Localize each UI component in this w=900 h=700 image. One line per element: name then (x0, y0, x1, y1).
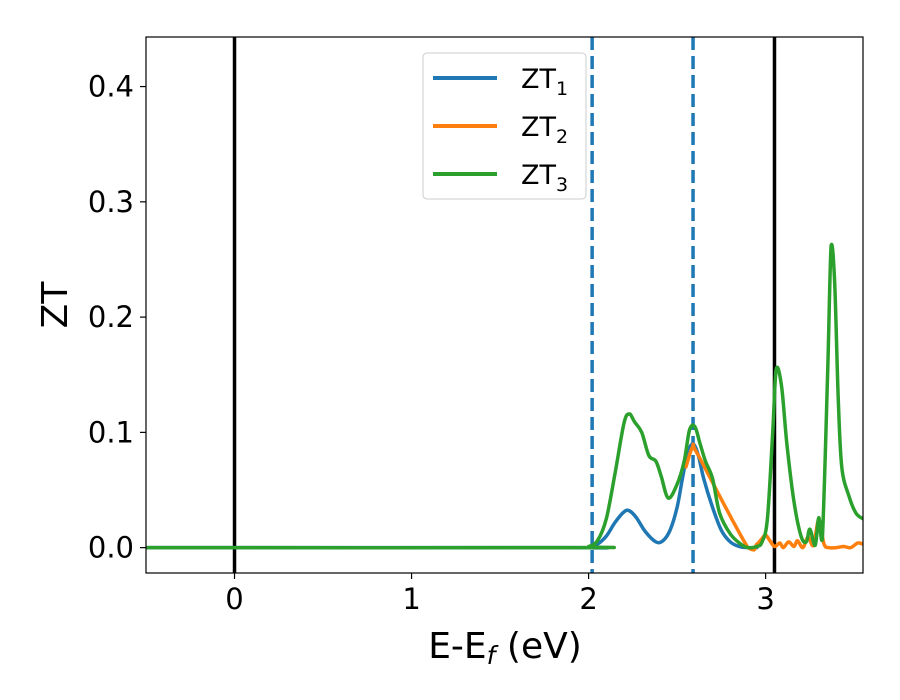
y-tick-label: 0.1 (88, 415, 134, 449)
x-tick-label: 2 (579, 582, 597, 616)
reference-lines (232, 37, 777, 573)
y-axis-label: ZT (35, 281, 76, 329)
legend-label-zt3: ZT3 (521, 160, 568, 196)
x-tick-label: 1 (402, 582, 420, 616)
x-axis-label: E-Ef (eV) (428, 626, 582, 670)
legend-box (422, 52, 587, 200)
x-tick-label: 0 (225, 582, 243, 616)
x-axis-ticks: 0 1 2 3 (225, 573, 775, 616)
legend-label-zt1: ZT1 (521, 64, 568, 100)
y-tick-label: 0.2 (88, 300, 134, 334)
plot-frame (145, 36, 864, 574)
y-tick-label: 0.0 (88, 531, 134, 565)
x-axis-label-unit: (eV) (495, 626, 581, 667)
y-tick-label: 0.3 (88, 185, 134, 219)
y-axis-ticks: 0.0 0.1 0.2 0.3 0.4 (88, 70, 146, 565)
legend-label-zt2: ZT2 (521, 112, 568, 148)
y-tick-label: 0.4 (88, 70, 134, 104)
series-line-zt3 (146, 242, 863, 550)
x-tick-label: 3 (756, 582, 774, 616)
legend: ZT1 ZT2 ZT3 (422, 52, 587, 200)
series-lines (146, 242, 863, 552)
